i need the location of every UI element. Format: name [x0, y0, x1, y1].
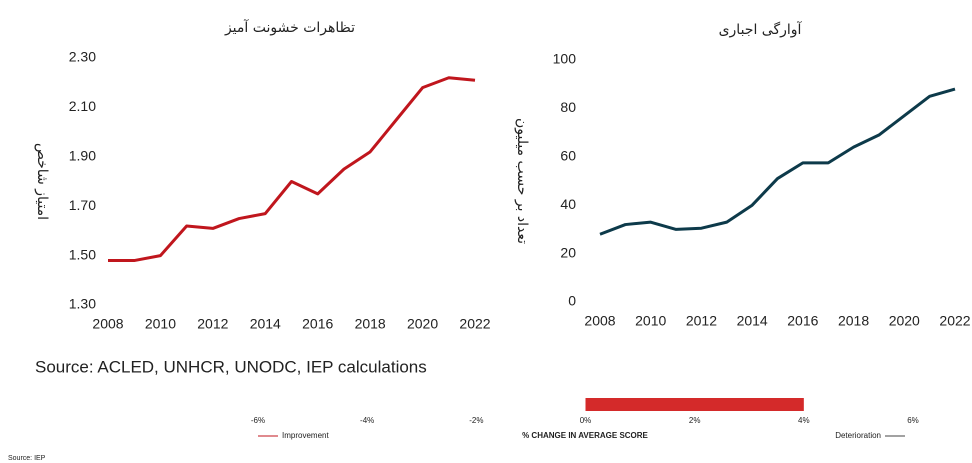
y-tick-label: 1.90	[69, 148, 96, 164]
x-tick-label: 2008	[584, 313, 615, 329]
x-tick-label: 2022	[459, 316, 490, 332]
x-tick-label: 2012	[197, 316, 228, 332]
chart-title: تظاهرات خشونت آمیز	[224, 19, 355, 36]
line	[600, 89, 955, 234]
y-tick-label: 0	[568, 293, 576, 309]
chart-title: آوارگی اجباری	[719, 21, 803, 38]
x-tick-label: 2020	[407, 316, 438, 332]
y-tick-label: 40	[560, 196, 576, 212]
annotation: Improvement	[282, 431, 329, 440]
annotation: Deterioration	[835, 431, 881, 440]
x-tick-label: -4%	[360, 416, 374, 425]
source: Source: IEP	[8, 455, 46, 462]
source: Source: ACLED, UNHCR, UNODC, IEP calcula…	[35, 357, 427, 376]
x-tick-label: 2012	[686, 313, 717, 329]
x-tick-label: 2016	[302, 316, 333, 332]
chart: Source: ACLED, UNHCR, UNODC, IEP calcula…	[0, 0, 972, 463]
x-tick-label: 2018	[355, 316, 386, 332]
x-tick-label: 2008	[92, 316, 123, 332]
bar	[586, 398, 804, 411]
x-tick-label: 2014	[737, 313, 768, 329]
y-axis-label: تعداد بر حسب میلیون	[514, 118, 530, 244]
y-tick-label: 2.30	[69, 49, 96, 65]
x-tick-label: 2%	[689, 416, 701, 425]
y-axis-label: امتیاز شاخص	[34, 143, 50, 220]
x-tick-label: 2010	[635, 313, 666, 329]
y-tick-label: 2.10	[69, 98, 96, 114]
line	[108, 78, 475, 261]
y-tick-label: 20	[560, 244, 576, 260]
y-tick-label: 60	[560, 148, 576, 164]
x-tick-label: -6%	[251, 416, 265, 425]
y-tick-label: 80	[560, 99, 576, 115]
y-tick-label: 1.30	[69, 296, 96, 312]
x-tick-label: 6%	[907, 416, 919, 425]
x-tick-label: 2020	[889, 313, 920, 329]
x-tick-label: 0%	[580, 416, 592, 425]
x-tick-label: -2%	[469, 416, 483, 425]
x-axis-label: % CHANGE IN AVERAGE SCORE	[522, 431, 648, 440]
x-tick-label: 2014	[250, 316, 281, 332]
y-tick-label: 1.50	[69, 246, 96, 262]
x-tick-label: 2018	[838, 313, 869, 329]
x-tick-label: 4%	[798, 416, 810, 425]
y-tick-label: 1.70	[69, 197, 96, 213]
y-tick-label: 100	[553, 51, 577, 67]
x-tick-label: 2010	[145, 316, 176, 332]
x-tick-label: 2016	[787, 313, 818, 329]
x-tick-label: 2022	[939, 313, 970, 329]
